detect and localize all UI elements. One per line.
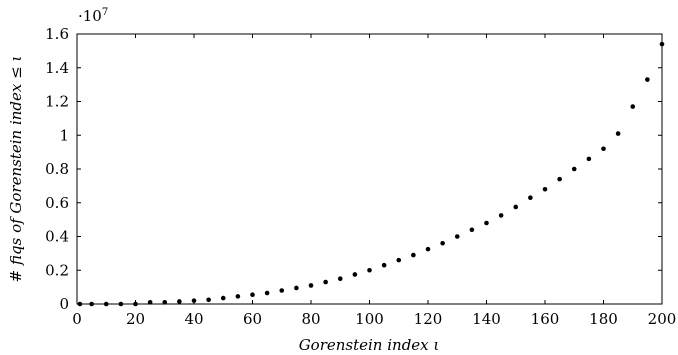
y-tick-label: 0.6 <box>45 194 69 212</box>
data-point <box>615 131 621 136</box>
x-tick-label: 80 <box>301 310 320 328</box>
data-point <box>425 246 431 252</box>
data-point <box>454 234 460 239</box>
x-axis-title: Gorenstein index ι <box>299 336 440 354</box>
x-tick-label: 0 <box>72 310 82 328</box>
y-tick-label: 0 <box>59 295 69 313</box>
x-tick-label: 100 <box>355 310 384 328</box>
x-tick-label: 160 <box>531 310 560 328</box>
data-point <box>659 41 665 47</box>
y-tick-label: 1.2 <box>45 93 69 111</box>
y-tick-label: 1.4 <box>45 59 69 77</box>
data-point <box>235 294 241 299</box>
data-point <box>571 166 577 172</box>
data-point <box>542 186 548 192</box>
data-point <box>601 146 606 152</box>
y-scale-prefix: ·10 <box>78 7 102 25</box>
data-point <box>250 292 255 298</box>
data-point <box>103 301 109 307</box>
data-point <box>206 297 211 303</box>
data-point <box>557 176 562 182</box>
data-point <box>147 300 153 305</box>
y-tick-label: 0.4 <box>45 228 69 246</box>
y-axis-title: # fiqs of Gorenstein index ≤ ι <box>7 56 25 283</box>
data-point <box>118 301 124 307</box>
data-point <box>528 195 533 200</box>
data-point <box>191 298 197 303</box>
data-point <box>220 295 226 301</box>
data-point <box>586 156 592 162</box>
data-point <box>484 220 489 226</box>
axis-ticks <box>76 33 663 305</box>
data-point <box>308 283 314 288</box>
y-tick-label: 0.2 <box>45 261 69 279</box>
data-point <box>352 272 358 277</box>
data-point <box>498 213 504 218</box>
data-point <box>89 301 94 307</box>
y-tick-label: 1.6 <box>45 25 69 43</box>
x-tick-label: 200 <box>648 310 677 328</box>
data-point <box>279 288 285 293</box>
y-tick-label: 0.8 <box>45 160 69 178</box>
x-tick-label: 140 <box>472 310 501 328</box>
data-point <box>513 204 519 210</box>
data-point <box>133 301 138 307</box>
data-point <box>77 301 83 307</box>
y-scale-label: ·107 <box>78 7 108 25</box>
data-point <box>440 240 445 246</box>
data-point <box>411 252 416 258</box>
x-tick-label: 20 <box>126 310 145 328</box>
data-point <box>177 299 182 304</box>
y-scale-exponent: 7 <box>102 7 108 18</box>
data-point <box>162 300 168 305</box>
data-point <box>294 285 299 291</box>
x-tick-label: 40 <box>184 310 203 328</box>
data-point <box>396 257 402 263</box>
tick-labels: 0 20 40 60 80 100 120 140 160 180 200 0 0.2 0.4 0.6 0.8… <box>45 25 676 328</box>
data-point <box>323 279 328 285</box>
y-tick-label: 1 <box>59 126 69 144</box>
data-point <box>264 290 270 296</box>
x-tick-label: 180 <box>589 310 618 328</box>
data-point <box>337 276 343 281</box>
data-series <box>77 41 665 307</box>
x-tick-label: 60 <box>243 310 262 328</box>
data-point <box>367 267 372 273</box>
data-point <box>630 104 636 109</box>
data-point <box>645 77 650 82</box>
data-point <box>469 227 475 233</box>
x-tick-label: 120 <box>414 310 443 328</box>
data-point <box>381 262 387 268</box>
